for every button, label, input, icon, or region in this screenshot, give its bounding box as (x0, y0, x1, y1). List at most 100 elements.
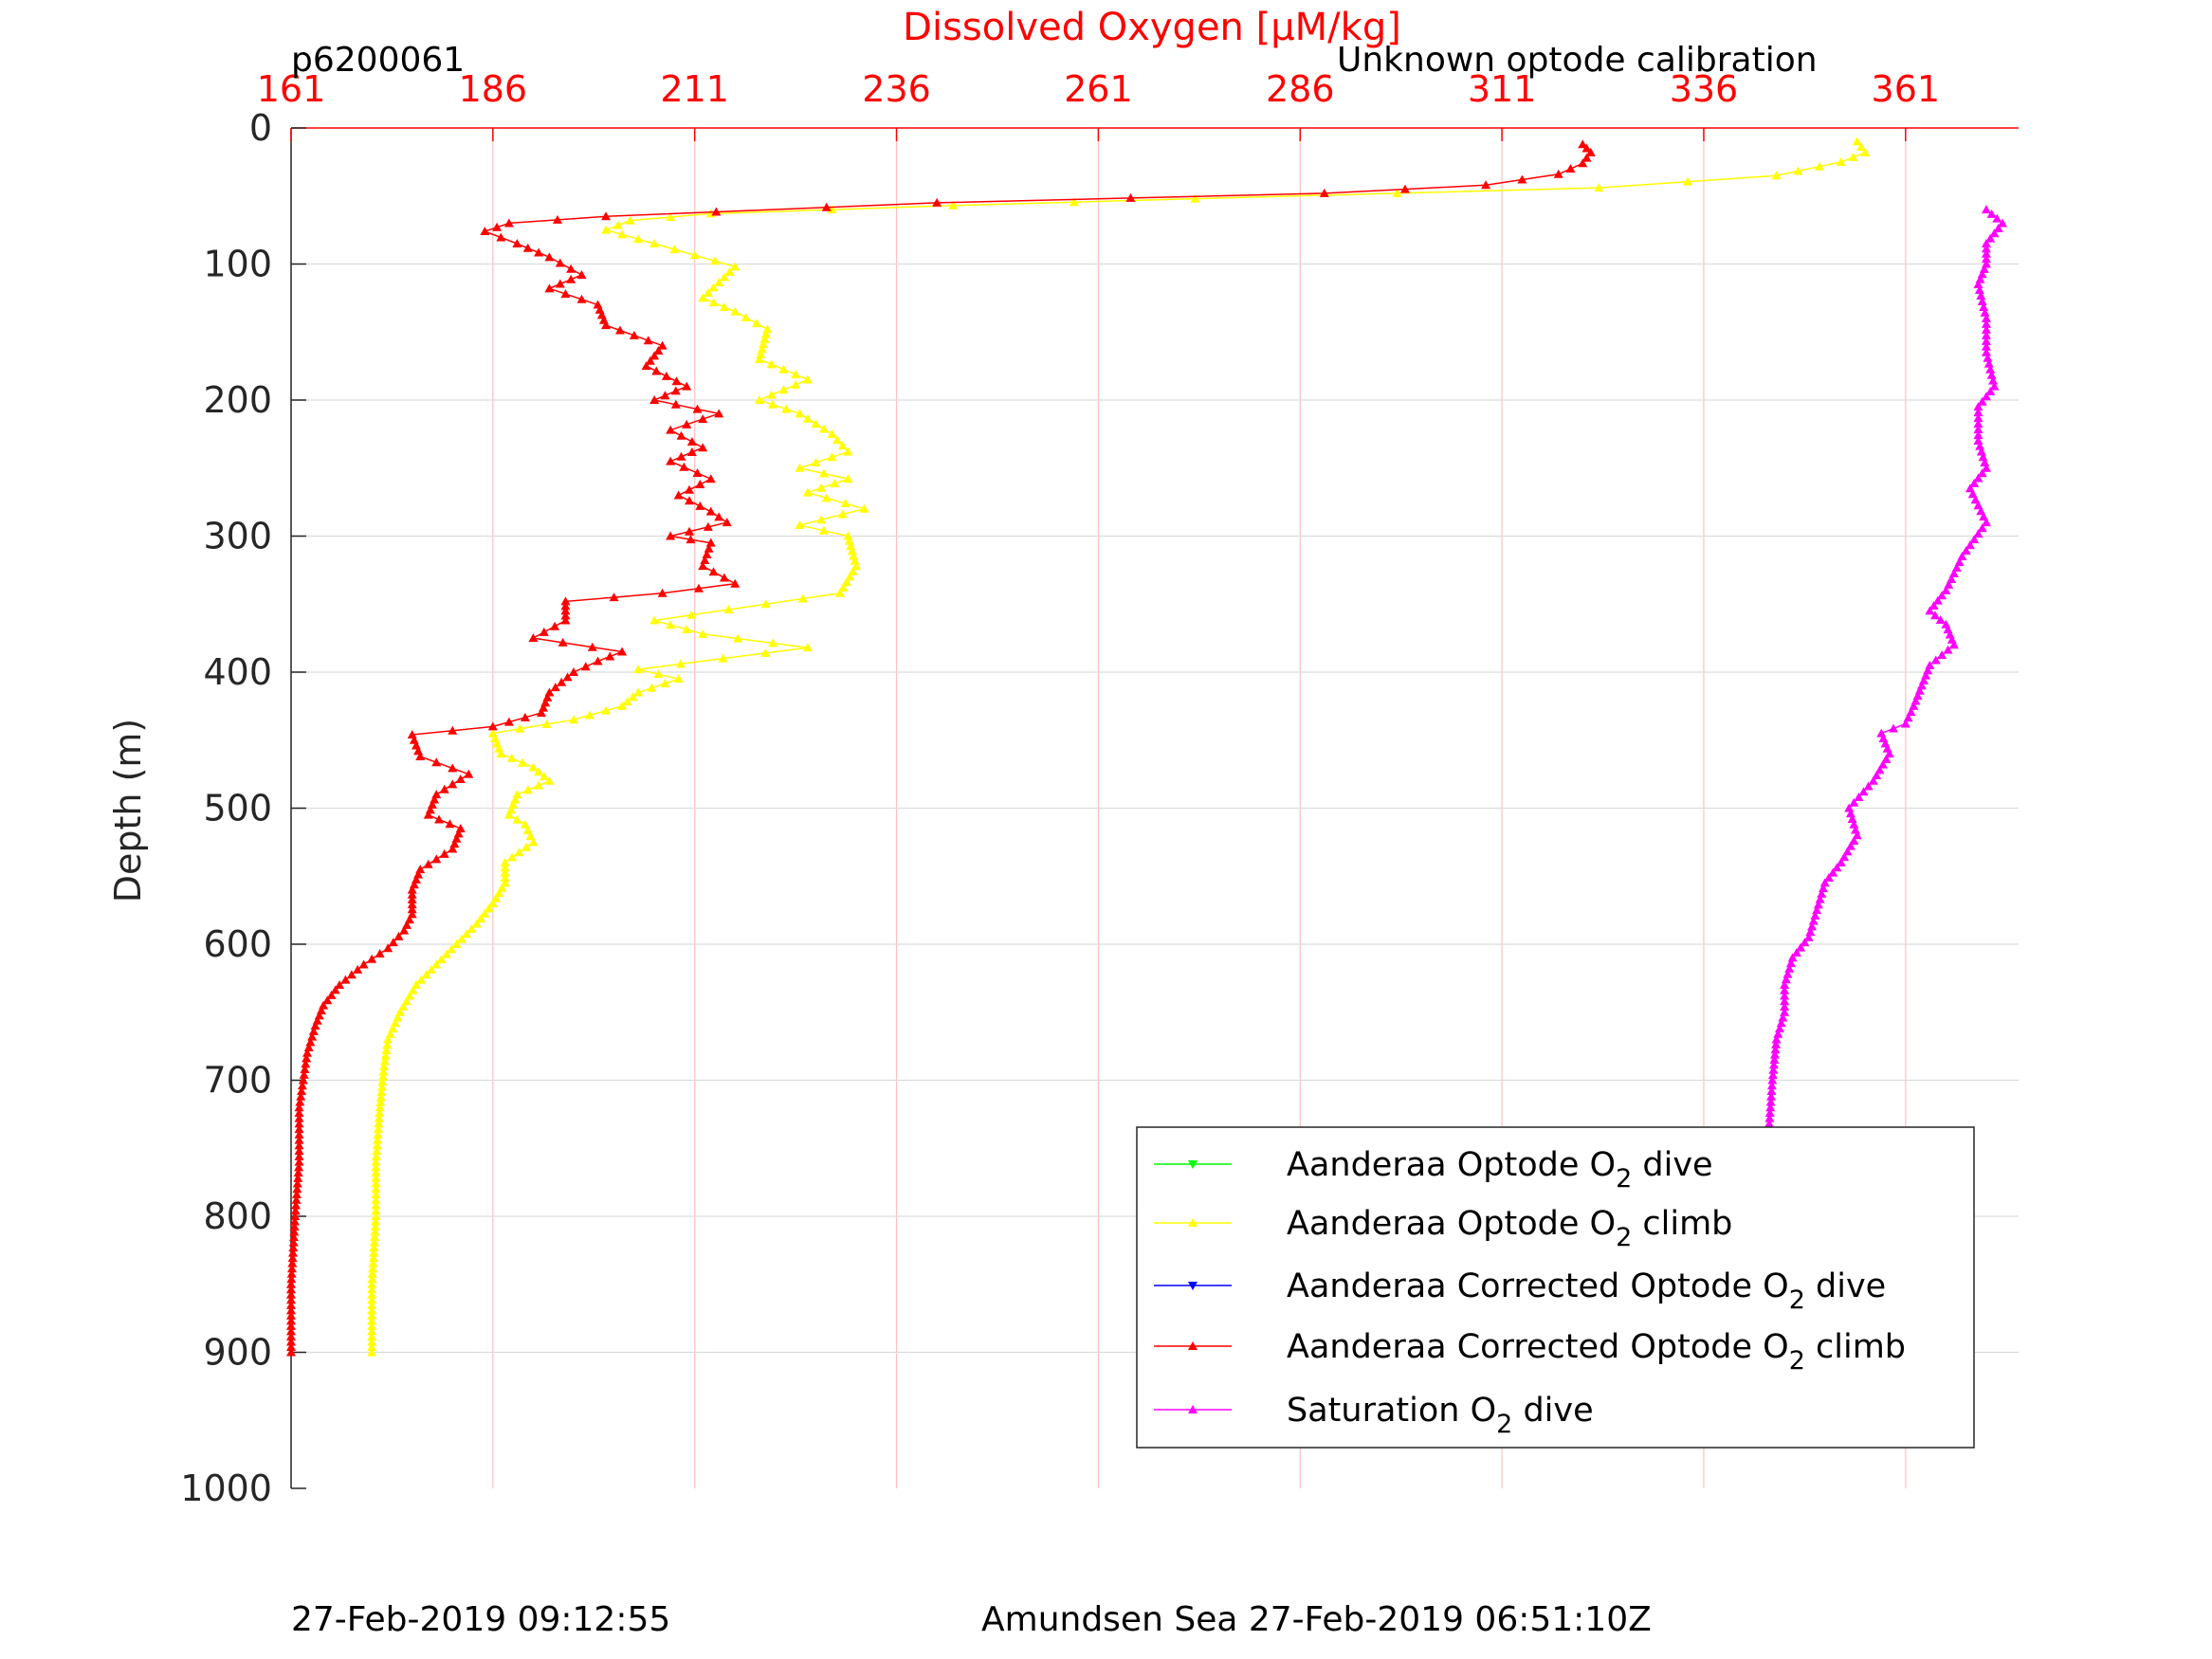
data-point (528, 837, 539, 847)
data-point (322, 995, 333, 1005)
data-point (310, 1021, 320, 1030)
data-point (649, 238, 660, 247)
data-point (288, 1243, 299, 1252)
data-point (528, 633, 539, 643)
data-point (760, 329, 771, 338)
data-point (544, 252, 555, 262)
data-point (754, 354, 764, 363)
data-point (609, 592, 619, 602)
data-point (837, 441, 848, 450)
data-point (768, 399, 778, 409)
data-point (1877, 759, 1888, 769)
data-point (426, 964, 436, 974)
data-point (666, 531, 676, 540)
data-point (671, 376, 682, 386)
data-point (503, 218, 514, 228)
data-point (1767, 1075, 1778, 1085)
data-point (557, 677, 567, 686)
data-point (462, 929, 472, 939)
data-point (522, 243, 533, 252)
data-point (500, 863, 510, 872)
data-point (795, 520, 805, 530)
data-point (515, 723, 525, 733)
x-tick-label: 186 (459, 68, 528, 110)
data-point (657, 588, 667, 597)
data-point (1988, 375, 1999, 385)
data-point (288, 1232, 299, 1242)
data-point (641, 361, 651, 371)
data-point (431, 959, 442, 969)
data-point (294, 1146, 304, 1156)
data-point (303, 1043, 314, 1052)
data-point (1780, 1007, 1790, 1016)
y-tick-label: 600 (203, 923, 272, 965)
data-point (1977, 523, 1987, 533)
data-point (494, 888, 504, 898)
data-point (518, 757, 528, 767)
data-point (802, 487, 813, 497)
data-point (451, 833, 462, 843)
data-point (302, 1053, 312, 1063)
data-point (698, 561, 708, 571)
data-point (368, 1258, 378, 1267)
data-point (576, 269, 587, 279)
data-point (625, 215, 635, 225)
data-point (1765, 1097, 1776, 1106)
data-point (1973, 436, 1983, 446)
data-point (296, 1091, 306, 1101)
data-point (1973, 280, 1983, 289)
data-point (711, 207, 722, 216)
data-point (413, 869, 424, 879)
data-point (1930, 611, 1941, 620)
data-point (617, 701, 628, 710)
data-point (1941, 585, 1951, 594)
data-point (705, 474, 716, 483)
data-point (1817, 888, 1827, 898)
data-point (1930, 655, 1941, 665)
data-point (778, 364, 789, 374)
data-point (1981, 336, 1991, 345)
data-point (698, 629, 708, 638)
data-point (286, 1268, 297, 1278)
data-point (1973, 402, 1983, 411)
legend-marker (1188, 1160, 1197, 1169)
data-point (287, 1253, 298, 1263)
data-point (1872, 771, 1882, 780)
y-ticks: 0 100 200 300 400 500 600 700 800 900 1000 (180, 107, 306, 1509)
data-point (840, 499, 850, 508)
data-point (1773, 1029, 1783, 1038)
data-point (314, 1011, 324, 1020)
data-point (558, 637, 568, 647)
data-point (439, 848, 449, 858)
data-point (466, 923, 477, 933)
data-point (1961, 546, 1971, 556)
data-point (1985, 364, 1996, 374)
data-point (1776, 1018, 1786, 1028)
data-point (421, 970, 431, 979)
timestamp-label: 27-Feb-2019 09:12:55 (291, 1600, 670, 1639)
data-point (704, 543, 714, 553)
data-point (471, 919, 482, 928)
data-point (1565, 164, 1576, 173)
data-point (415, 751, 426, 760)
data-point (294, 1135, 304, 1144)
data-point (834, 588, 845, 597)
data-point (528, 762, 539, 772)
data-point (1860, 147, 1871, 156)
data-point (1764, 1119, 1774, 1128)
y-tick-label: 900 (203, 1332, 272, 1374)
legend-box (1136, 1126, 1975, 1449)
data-point (1849, 797, 1859, 807)
data-point (367, 1279, 377, 1288)
data-point (371, 1162, 381, 1172)
data-point (848, 566, 858, 575)
data-point (676, 451, 686, 461)
x-tick-label: 261 (1064, 68, 1133, 110)
data-point (367, 1321, 377, 1330)
data-point (326, 990, 337, 999)
data-point (1854, 793, 1864, 802)
data-point (1578, 139, 1588, 149)
data-point (286, 1300, 296, 1309)
data-point (661, 371, 671, 380)
data-point (383, 943, 393, 953)
